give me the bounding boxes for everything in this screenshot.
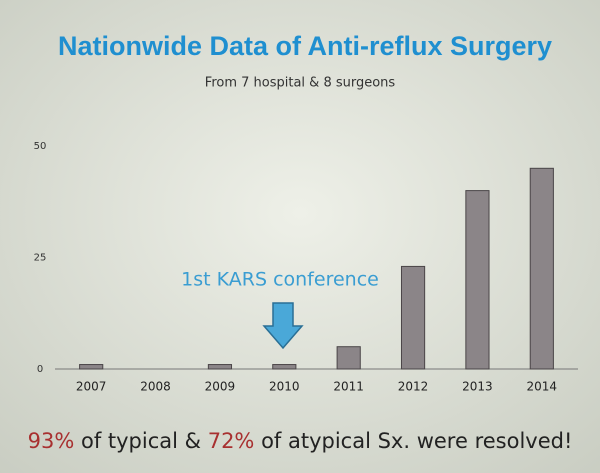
x-tick-label: 2007	[76, 380, 107, 394]
x-tick-label: 2013	[462, 380, 493, 394]
annotation-arrow	[262, 302, 304, 350]
bar	[272, 364, 297, 370]
x-tick-label: 2011	[333, 380, 364, 394]
footnote-highlight: 93%	[28, 429, 75, 453]
footnote-highlight: 72%	[208, 429, 255, 453]
y-tick-label: 25	[34, 253, 47, 264]
bar	[79, 364, 104, 370]
footnote: 93% of typical & 72% of atypical Sx. wer…	[28, 429, 573, 453]
chart-title: Nationwide Data of Anti-reflux Surgery	[58, 31, 552, 61]
annotation: 1st KARS conference	[181, 269, 379, 291]
footnote-text: of typical &	[74, 429, 207, 453]
x-tick-label: 2010	[269, 380, 300, 394]
bar	[465, 190, 490, 370]
chart-subtitle: From 7 hospital & 8 surgeons	[205, 76, 396, 91]
bar	[400, 265, 426, 370]
x-tick-label: 2009	[205, 380, 236, 394]
footnote-text: of atypical Sx. were resolved!	[254, 429, 572, 453]
y-tick-label: 50	[34, 141, 47, 152]
bar	[336, 346, 361, 370]
bar	[529, 167, 554, 370]
bar	[207, 364, 233, 370]
x-tick-label: 2014	[527, 380, 558, 394]
y-tick-label: 0	[37, 364, 43, 375]
x-tick-label: 2008	[140, 380, 171, 394]
x-tick-label: 2012	[398, 380, 429, 394]
